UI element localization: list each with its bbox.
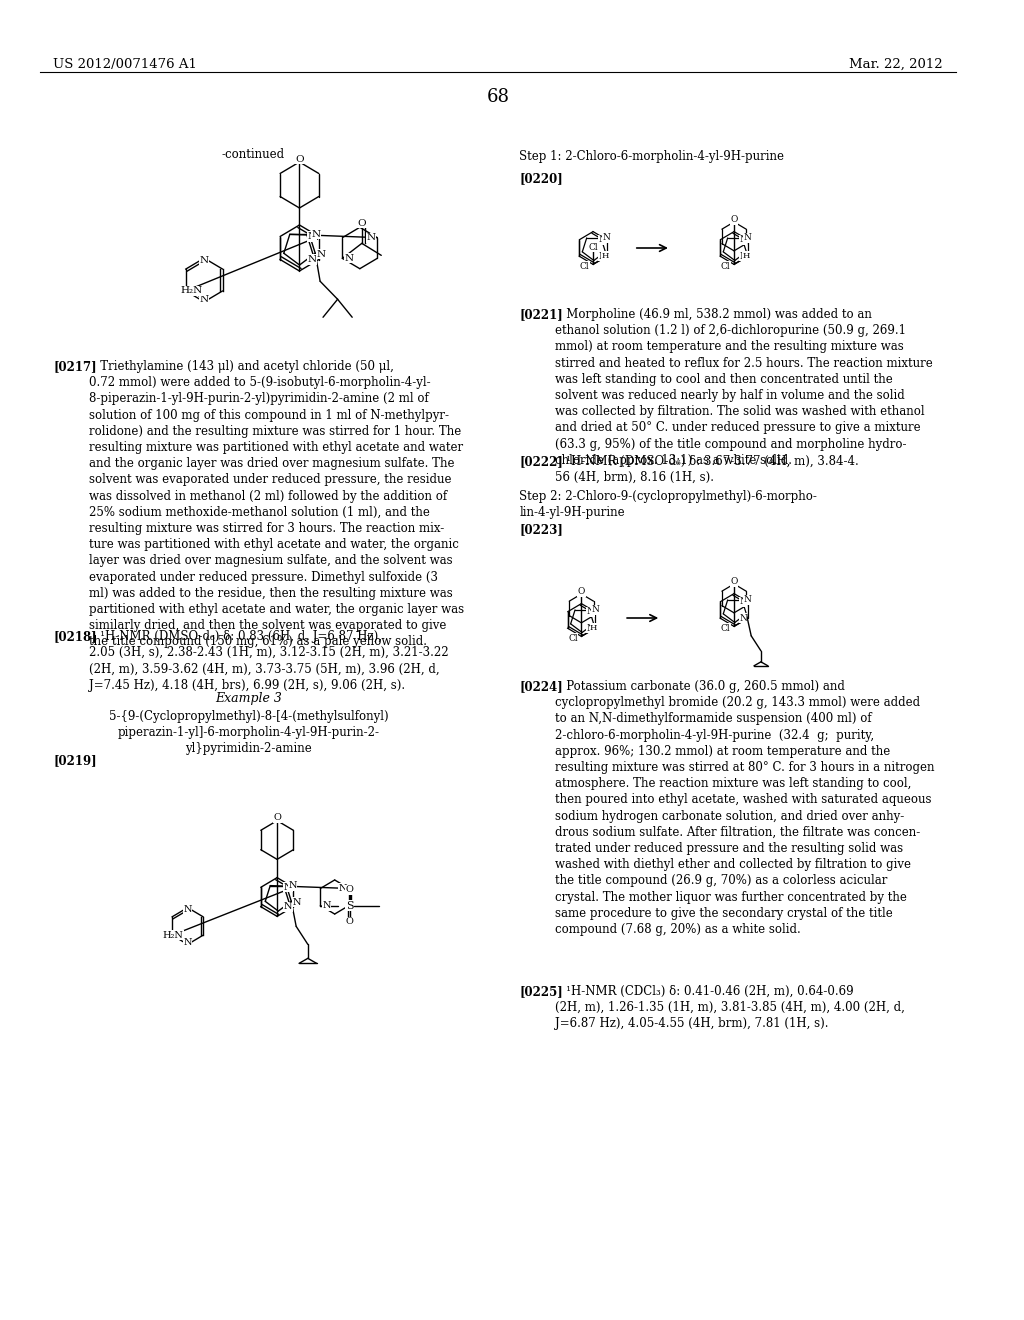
Text: O: O xyxy=(730,577,737,586)
Text: N: N xyxy=(316,249,326,259)
Text: [0217]: [0217] xyxy=(53,360,97,374)
Text: N: N xyxy=(308,255,316,264)
Text: Cl: Cl xyxy=(721,624,730,632)
Text: N: N xyxy=(323,902,331,909)
Text: N: N xyxy=(367,234,375,242)
Text: N: N xyxy=(200,296,209,305)
Text: H₂N: H₂N xyxy=(163,931,183,940)
Text: H: H xyxy=(602,252,609,260)
Text: ¹H-NMR (DMSO-d₆) δ: 3.67-3.77 (4H, m), 3.84-4.
56 (4H, brm), 8.16 (1H, s).: ¹H-NMR (DMSO-d₆) δ: 3.67-3.77 (4H, m), 3… xyxy=(555,455,859,484)
Text: N: N xyxy=(739,597,746,606)
Text: N: N xyxy=(739,614,746,623)
Text: N: N xyxy=(284,902,293,911)
Text: N: N xyxy=(587,624,594,632)
Text: N: N xyxy=(739,235,746,244)
Text: N: N xyxy=(183,939,191,946)
Text: Step 2: 2-Chloro-9-(cyclopropylmethyl)-6-morpho-
lin-4-yl-9H-purine: Step 2: 2-Chloro-9-(cyclopropylmethyl)-6… xyxy=(519,490,817,519)
Text: N: N xyxy=(284,883,293,892)
Text: N: N xyxy=(339,884,347,894)
Text: O: O xyxy=(357,219,367,228)
Text: [0221]: [0221] xyxy=(519,308,563,321)
Text: N: N xyxy=(603,234,610,243)
Text: H: H xyxy=(742,252,750,260)
Text: Triethylamine (143 μl) and acetyl chloride (50 μl,
0.72 mmol) were added to 5-(9: Triethylamine (143 μl) and acetyl chlori… xyxy=(89,360,465,648)
Text: [0222]: [0222] xyxy=(519,455,563,469)
Text: O: O xyxy=(578,587,585,597)
Text: ¹H-NMR (CDCl₃) δ: 0.41-0.46 (2H, m), 0.64-0.69
(2H, m), 1.26-1.35 (1H, m), 3.81-: ¹H-NMR (CDCl₃) δ: 0.41-0.46 (2H, m), 0.6… xyxy=(555,985,905,1031)
Text: S: S xyxy=(346,900,353,911)
Text: N: N xyxy=(200,256,209,264)
Text: N: N xyxy=(311,230,321,239)
Text: O: O xyxy=(273,813,281,822)
Text: O: O xyxy=(345,917,353,927)
Text: N: N xyxy=(308,232,316,242)
Text: O: O xyxy=(295,154,304,164)
Text: Potassium carbonate (36.0 g, 260.5 mmol) and
cyclopropylmethyl bromide (20.2 g, : Potassium carbonate (36.0 g, 260.5 mmol)… xyxy=(555,680,935,936)
Text: N: N xyxy=(344,253,353,263)
Text: Cl: Cl xyxy=(580,261,590,271)
Text: H: H xyxy=(590,624,597,632)
Text: US 2012/0071476 A1: US 2012/0071476 A1 xyxy=(53,58,198,71)
Text: Cl: Cl xyxy=(568,634,578,643)
Text: Morpholine (46.9 ml, 538.2 mmol) was added to an
ethanol solution (1.2 l) of 2,6: Morpholine (46.9 ml, 538.2 mmol) was add… xyxy=(555,308,933,467)
Text: [0224]: [0224] xyxy=(519,680,563,693)
Text: ¹H-NMR (DMSO-d₆) δ: 0.83 (6H, d, J=6.87 Hz),
2.05 (3H, s), 2.38-2.43 (1H, m), 3.: ¹H-NMR (DMSO-d₆) δ: 0.83 (6H, d, J=6.87 … xyxy=(89,630,450,692)
Text: N: N xyxy=(743,595,752,605)
Text: N: N xyxy=(587,607,594,616)
Text: N: N xyxy=(183,906,191,915)
Text: Cl: Cl xyxy=(721,261,730,271)
Text: 5-{9-(Cyclopropylmethyl)-8-[4-(methylsulfonyl)
piperazin-1-yl]-6-morpholin-4-yl-: 5-{9-(Cyclopropylmethyl)-8-[4-(methylsul… xyxy=(110,710,389,755)
Text: Mar. 22, 2012: Mar. 22, 2012 xyxy=(850,58,943,71)
Text: N: N xyxy=(598,235,606,244)
Text: N: N xyxy=(739,252,746,261)
Text: N: N xyxy=(292,898,301,907)
Text: N: N xyxy=(598,252,606,261)
Text: Step 1: 2-Chloro-6-morpholin-4-yl-9H-purine: Step 1: 2-Chloro-6-morpholin-4-yl-9H-pur… xyxy=(519,150,784,162)
Text: H₂N: H₂N xyxy=(181,286,203,296)
Text: Example 3: Example 3 xyxy=(215,692,283,705)
Text: -continued: -continued xyxy=(221,148,285,161)
Text: [0219]: [0219] xyxy=(53,754,97,767)
Text: N: N xyxy=(289,882,297,890)
Text: [0225]: [0225] xyxy=(519,985,563,998)
Text: Cl: Cl xyxy=(588,243,598,252)
Text: [0220]: [0220] xyxy=(519,172,563,185)
Text: [0223]: [0223] xyxy=(519,523,563,536)
Text: 68: 68 xyxy=(486,88,509,106)
Text: N: N xyxy=(743,234,752,243)
Text: O: O xyxy=(730,215,737,224)
Text: N: N xyxy=(591,606,599,614)
Text: O: O xyxy=(345,884,353,894)
Text: [0218]: [0218] xyxy=(53,630,97,643)
